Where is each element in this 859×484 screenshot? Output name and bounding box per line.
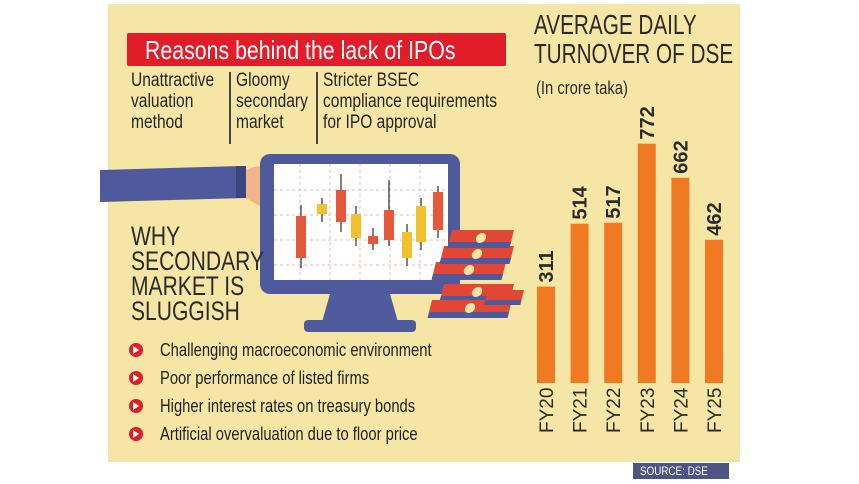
arrow-bullet-icon	[129, 399, 143, 413]
data-label: 772	[637, 106, 659, 139]
data-label: 311	[536, 250, 558, 282]
bar-fy25	[705, 239, 723, 383]
category-label: FY20	[537, 388, 558, 433]
money-stacks-illustration	[427, 230, 524, 318]
source-box: SOURCE: DSE	[633, 463, 729, 479]
data-label: 517	[603, 185, 625, 218]
reasons-title: Reasons behind the lack of IPOs	[145, 35, 456, 65]
data-label: 662	[670, 140, 692, 173]
sleeve-illustration	[100, 166, 246, 202]
bar-fy24	[671, 177, 690, 383]
chart-subtitle: (In crore taka)	[536, 78, 628, 98]
bar-fy23	[637, 143, 656, 383]
why-title: WHY SECONDARY MARKET IS SLUGGISH	[131, 221, 265, 326]
category-label: FY24	[671, 387, 692, 433]
data-label: 462	[704, 202, 726, 235]
source-label: SOURCE: DSE	[640, 464, 708, 478]
divider	[229, 72, 231, 144]
chart-title: AVERAGE DAILY TURNOVER OF DSE	[534, 9, 734, 69]
bar-fy21	[570, 223, 589, 383]
bar-fy20	[537, 286, 555, 383]
reason-item-compliance: Stricter BSEC compliance requirements fo…	[323, 70, 498, 133]
reason-item-valuation: Unattractive valuation method	[131, 70, 215, 133]
category-label: FY23	[638, 388, 659, 433]
category-label: FY21	[571, 388, 592, 433]
arrow-bullet-icon	[129, 371, 143, 385]
bar-fy22	[604, 222, 623, 383]
arrow-bullet-icon	[129, 427, 143, 441]
monitor-illustration	[260, 154, 460, 332]
category-label: FY22	[604, 388, 625, 433]
divider	[316, 72, 318, 144]
reason-item-market: Gloomy secondary market	[236, 70, 308, 133]
arrow-bullet-icon	[129, 343, 143, 357]
reasons-title-banner: Reasons behind the lack of IPOs	[127, 33, 506, 66]
data-label: 514	[570, 185, 592, 219]
category-label: FY25	[705, 388, 726, 433]
